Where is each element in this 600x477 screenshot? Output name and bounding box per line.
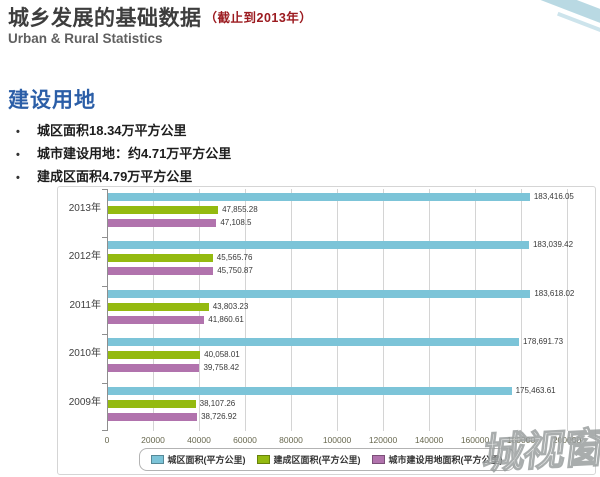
category-label: 2011年 [69,299,101,311]
gridline [291,189,292,431]
bar-value-label: 45,565.76 [216,253,253,263]
page-subtitle: Urban & Rural Statistics [8,31,163,46]
gridline [429,189,430,431]
bar [108,289,531,298]
bar [108,193,530,201]
bar-value-label: 183,039.42 [532,240,574,250]
category-label: 2012年 [68,251,101,263]
bar-group: 2010年 178,691.73 40,058.01 39,758.42 [69,334,567,382]
x-tick-label: 0 [104,435,110,445]
legend-swatch [150,455,164,464]
bar-group: 2011年 183,618.02 43,803.23 41,860.61 [69,286,574,334]
gridline [521,189,522,431]
bar [108,351,201,360]
legend-label: 城市建设用地面积(平方公里) [388,455,503,465]
legend-swatch [256,455,270,464]
gridline [567,189,568,431]
bar [108,254,213,263]
bullet-text: 城区面积18.34万平方公里 [37,123,187,138]
bar [108,338,519,347]
page-title-date-note: （截止到2013年） [204,11,313,25]
x-tick-label: 20000 [141,435,165,445]
bar-group: 2009年 175,463.61 38,107.26 38,726.92 [69,383,567,431]
bar [108,219,217,227]
x-tick-label: 80000 [279,435,303,445]
legend-item: 建成区面积(平方公里) [256,453,361,466]
bar [108,412,198,421]
bar [108,364,200,373]
legend-item: 城区面积(平方公里) [150,453,246,466]
bullet-dot: • [16,149,20,161]
bullet-item: • 建成区面积4.79万平方公里 [16,166,231,189]
x-tick-label: 140000 [414,435,444,445]
bar [108,241,529,250]
bar-value-label: 175,463.61 [515,385,556,395]
bar-value-label: 43,803.23 [212,301,249,311]
gridline [245,189,246,431]
bullet-text: 城市建设用地：约4.71万平方公里 [37,146,232,161]
bar-value-label: 178,691.73 [522,337,564,347]
category-label: 2009年 [68,396,101,408]
legend-label: 建成区面积(平方公里) [273,455,361,465]
page-title: 城乡发展的基础数据 （截止到2013年） [8,2,312,32]
bar-value-label: 38,107.26 [199,398,236,408]
bar [108,399,196,408]
bullet-dot: • [16,126,20,138]
bar-chart: 2013年 183,416.05 47,855.28 47,108.5 2012年 183… [57,186,596,475]
bar-value-label: 38,726.92 [201,411,237,421]
bar-value-label: 47,855.28 [222,205,258,214]
category-label: 2010年 [68,348,101,360]
x-tick-label: 200000 [552,435,582,445]
bar [108,267,214,276]
axis-tick-mark [102,382,107,384]
axis-tick-mark [102,237,107,239]
x-tick-label: 100000 [322,435,352,445]
gridline [337,189,338,431]
bar-value-label: 183,416.05 [533,192,574,201]
bar [108,386,512,395]
page-title-text: 城乡发展的基础数据 [8,7,202,30]
x-tick-label: 40000 [187,435,211,445]
bullet-dot: • [16,172,20,184]
y-axis-line [107,189,108,431]
bar-group: 2013年 183,416.05 47,855.28 47,108.5 [69,189,574,237]
bar-value-label: 47,108.5 [220,218,252,227]
bar [108,302,209,311]
legend-item: 城市建设用地面积(平方公里) [371,453,503,466]
legend-swatch [371,455,385,464]
bar-value-label: 40,058.01 [204,350,240,360]
bar-group: 2012年 183,039.42 45,565.76 45,750.87 [69,237,573,285]
bullet-text: 建成区面积4.79万平方公里 [37,169,193,184]
bullet-item: • 城市建设用地：约4.71万平方公里 [16,143,231,166]
bar-value-label: 39,758.42 [203,363,240,373]
category-label: 2013年 [68,203,101,214]
axis-tick-mark [102,334,107,336]
legend-label: 城区面积(平方公里) [167,455,246,465]
chart-legend: 城区面积(平方公里) 建成区面积(平方公里) 城市建设用地面积(平方公里) [138,448,515,471]
axis-tick-mark [102,430,107,431]
bar [108,315,205,324]
x-tick-label: 120000 [368,435,398,445]
axis-tick-mark [102,285,107,287]
bar-value-label: 41,860.61 [208,314,244,324]
section-title: 建设用地 [8,89,96,112]
x-tick-label: 60000 [233,435,257,445]
bar-value-label: 45,750.87 [217,266,253,276]
x-tick-label: 160000 [460,435,490,445]
gridline [475,189,476,431]
x-axis: 0 20000 40000 60000 80000 100000 120000 140000 1… [58,435,595,447]
bar-value-label: 183,618.02 [534,288,575,298]
bar [108,206,219,214]
axis-tick-mark [102,189,107,190]
gridline [383,189,384,431]
plot-area: 2013年 183,416.05 47,855.28 47,108.5 2012年 183… [69,189,574,431]
x-tick-label: 180000 [506,435,536,445]
bullet-item: • 城区面积18.34万平方公里 [16,120,231,143]
bullet-list: • 城区面积18.34万平方公里 • 城市建设用地：约4.71万平方公里 • 建成区面… [16,120,231,189]
